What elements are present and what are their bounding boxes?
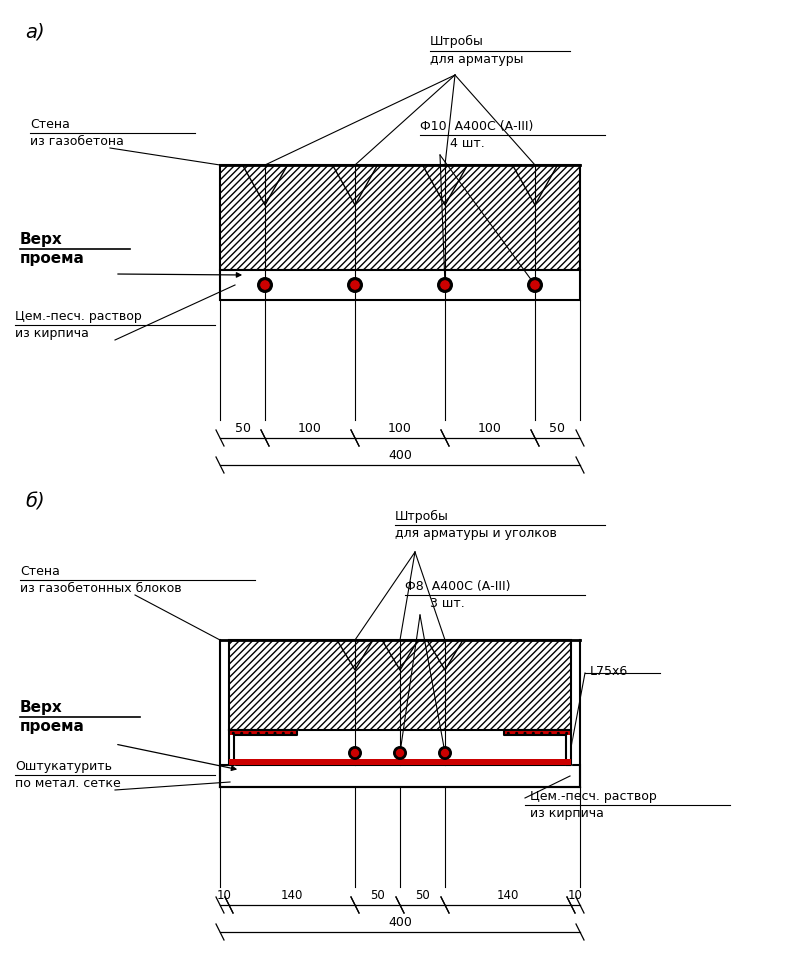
Text: Верх: Верх	[20, 700, 62, 715]
Circle shape	[350, 749, 359, 757]
Text: 10: 10	[217, 889, 232, 902]
Text: 50: 50	[415, 889, 430, 902]
Circle shape	[257, 277, 273, 293]
Text: 100: 100	[388, 422, 412, 435]
Text: проема: проема	[20, 251, 85, 266]
Circle shape	[437, 277, 453, 293]
Polygon shape	[229, 730, 297, 765]
Circle shape	[395, 749, 405, 757]
Text: 100: 100	[478, 422, 502, 435]
Text: а): а)	[25, 22, 45, 41]
Bar	[503, 730, 571, 735]
Circle shape	[530, 279, 540, 290]
Bar	[220, 765, 580, 787]
Polygon shape	[503, 730, 571, 765]
Bar	[229, 730, 297, 735]
Text: Ф10  А400С (А-III): Ф10 А400С (А-III)	[420, 120, 534, 133]
Text: Цем.-песч. раствор: Цем.-песч. раствор	[15, 310, 142, 323]
Text: по метал. сетке: по метал. сетке	[15, 777, 121, 790]
Text: 400: 400	[388, 449, 412, 462]
Text: Цем.-песч. раствор: Цем.-песч. раствор	[530, 790, 657, 803]
Text: Ф8  А400С (А-III): Ф8 А400С (А-III)	[405, 580, 510, 593]
Circle shape	[348, 746, 362, 760]
Circle shape	[260, 279, 270, 290]
Circle shape	[527, 277, 543, 293]
Text: Верх: Верх	[20, 232, 62, 247]
Circle shape	[347, 277, 363, 293]
Bar	[229, 759, 571, 765]
Text: 10: 10	[568, 889, 583, 902]
Text: 50: 50	[370, 889, 385, 902]
Text: 50: 50	[234, 422, 250, 435]
Text: для арматуры и уголков: для арматуры и уголков	[395, 527, 557, 540]
Circle shape	[440, 279, 450, 290]
Text: L75x6: L75x6	[590, 665, 628, 678]
Text: из кирпича: из кирпича	[530, 807, 604, 820]
Text: Оштукатурить: Оштукатурить	[15, 760, 112, 773]
Text: 140: 140	[281, 889, 303, 902]
Bar	[229, 730, 297, 735]
Text: 4 шт.: 4 шт.	[450, 137, 485, 150]
Bar	[220, 165, 580, 270]
Bar	[503, 730, 571, 735]
Text: из кирпича: из кирпича	[15, 327, 89, 340]
Text: б): б)	[25, 492, 45, 511]
Text: 100: 100	[298, 422, 322, 435]
Text: Стена: Стена	[20, 565, 60, 578]
Text: 50: 50	[550, 422, 566, 435]
Text: Штробы: Штробы	[395, 510, 449, 523]
Text: Штробы: Штробы	[430, 35, 484, 48]
Text: проема: проема	[20, 719, 85, 734]
Circle shape	[441, 749, 450, 757]
Circle shape	[438, 746, 452, 760]
Bar	[229, 640, 571, 730]
Bar	[220, 270, 580, 300]
Text: из газобетонных блоков: из газобетонных блоков	[20, 582, 182, 595]
Text: 400: 400	[388, 916, 412, 929]
Text: из газобетона: из газобетона	[30, 135, 124, 148]
Text: 3 шт.: 3 шт.	[430, 597, 465, 610]
Text: Стена: Стена	[30, 118, 70, 131]
Text: для арматуры: для арматуры	[430, 53, 523, 66]
Circle shape	[393, 746, 407, 760]
Circle shape	[350, 279, 360, 290]
Text: 140: 140	[497, 889, 519, 902]
